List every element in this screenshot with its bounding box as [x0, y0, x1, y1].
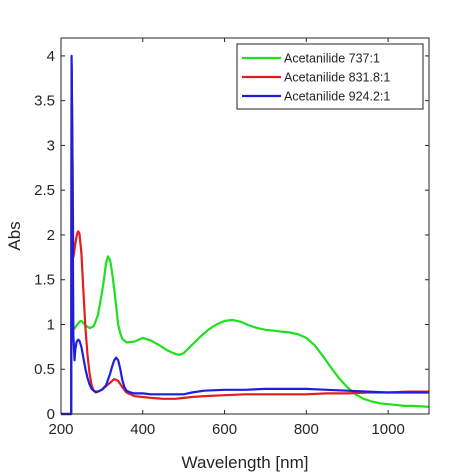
legend: Acetanilide 737:1 Acetanilide 831.8:1 Acet…: [236, 43, 424, 110]
y-tick-label: 0.5: [34, 361, 55, 378]
y-tick-label: 3: [47, 137, 55, 154]
y-axis-label: Abs: [5, 221, 24, 250]
series-layer: [61, 54, 430, 416]
x-tick-label: 200: [48, 421, 73, 438]
y-tick-label: 1: [47, 316, 55, 333]
x-tick-label: 1000: [371, 421, 404, 438]
plot-frame: [60, 37, 430, 415]
y-tick-label: 0: [47, 406, 55, 423]
x-tick-label: 800: [294, 421, 319, 438]
axes-layer: 200 400 600 800 1000 0 0.5 1 1.5 2 2.5 3 3.5 4: [34, 37, 430, 438]
legend-label-1: Acetanilide 737:1: [284, 52, 380, 66]
x-tick-label: 600: [212, 421, 237, 438]
legend-label-3: Acetanilide 924.2:1: [284, 90, 390, 104]
series-line-2: [61, 63, 429, 416]
y-tick-label: 2.5: [34, 182, 55, 199]
legend-label-2: Acetanilide 831.8:1: [284, 71, 390, 85]
y-tick-label: 2: [47, 227, 55, 244]
y-tick-label: 4: [47, 48, 55, 65]
series-line-3: [61, 54, 429, 416]
y-tick-label: 1.5: [34, 272, 55, 289]
series-line-1: [61, 63, 430, 416]
y-tick-label: 3.5: [34, 93, 55, 110]
x-axis-label: Wavelength [nm]: [182, 453, 309, 472]
x-tick-label: 400: [130, 421, 155, 438]
